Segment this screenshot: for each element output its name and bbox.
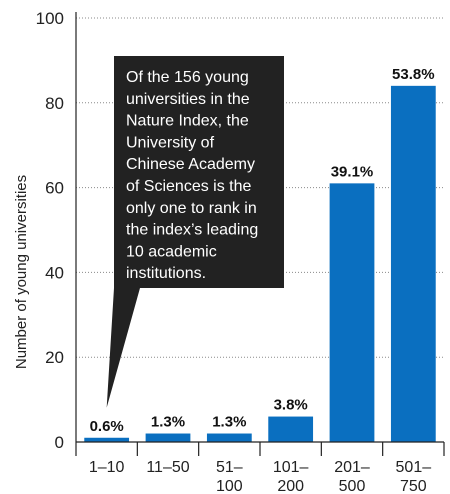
x-axis-ticks: 1–10 11–50 51– 100 101– 200 201– 500 501– 750	[89, 459, 431, 494]
callout-line: 10 academic	[126, 243, 217, 260]
callout-line: only one to rank in	[126, 200, 257, 217]
bar	[390, 85, 436, 442]
x-tick-label: 11–50	[146, 459, 189, 476]
callout-line: universities in the	[126, 91, 250, 108]
callout-line: Of the 156 young	[126, 69, 249, 86]
data-label: 1.3%	[212, 414, 246, 431]
y-tick-label: 80	[45, 94, 64, 113]
x-tick-label: 501– 750	[396, 459, 432, 494]
bar	[84, 437, 130, 442]
x-tick-label: 51– 100	[216, 459, 243, 494]
y-tick-label: 0	[55, 433, 64, 452]
callout-line: institutions.	[126, 265, 206, 282]
bars	[84, 85, 436, 443]
y-tick-label: 60	[45, 179, 64, 198]
callout-line: University of	[126, 134, 215, 151]
y-axis-ticks: 0 20 40 60 80 100	[36, 9, 64, 452]
callout-line: of Sciences is the	[126, 178, 252, 195]
data-label: 0.6%	[90, 418, 124, 435]
y-axis-label: Number of young universities	[13, 175, 30, 369]
callout-line: Chinese Academy	[126, 156, 255, 173]
bar	[206, 433, 252, 442]
axes	[75, 12, 445, 456]
bar	[268, 416, 314, 442]
x-tick-label: 201– 500	[334, 459, 370, 494]
y-tick-label: 40	[45, 263, 64, 282]
bar	[329, 183, 375, 443]
annotation-callout: Of the 156 young universities in the Natur…	[106, 56, 285, 408]
data-label: 3.8%	[274, 397, 308, 414]
bar	[145, 433, 191, 442]
callout-line: the index’s leading	[126, 222, 258, 239]
y-tick-label: 20	[45, 348, 64, 367]
data-labels: 0.6% 1.3% 1.3% 3.8% 39.1% 53.8%	[90, 66, 435, 435]
data-label: 53.8%	[392, 66, 435, 83]
data-label: 39.1%	[331, 163, 374, 180]
x-tick-label: 1–10	[89, 459, 125, 476]
callout-line: Nature Index, the	[126, 113, 249, 130]
data-label: 1.3%	[151, 414, 185, 431]
x-tick-label: 101– 200	[273, 459, 309, 494]
y-tick-label: 100	[36, 9, 64, 28]
callout-box	[106, 56, 285, 408]
